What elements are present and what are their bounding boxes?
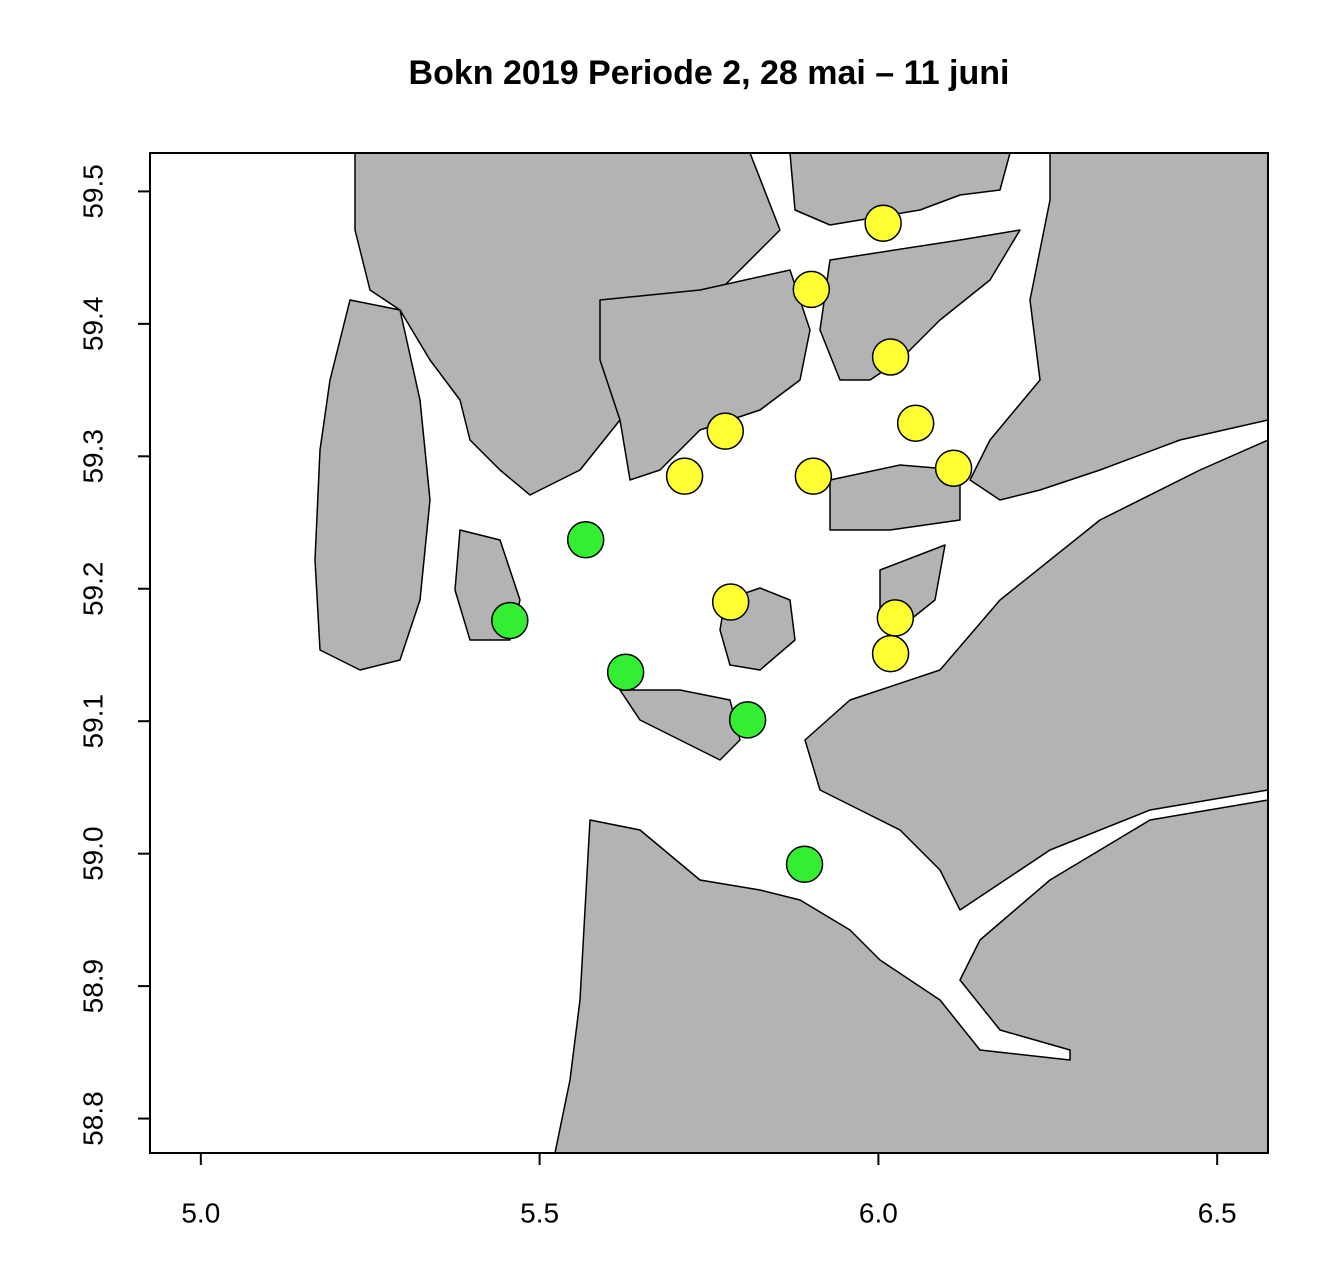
station-point [728,701,767,739]
station-point [871,338,910,376]
station-point [785,845,824,884]
station-point [864,204,902,242]
land [969,153,1268,501]
x-tick-label: 6.0 [859,1197,898,1228]
y-tick-label: 58.8 [77,1091,108,1146]
y-tick-label: 59.3 [77,429,108,484]
land [554,799,1268,1153]
station-point [876,599,915,637]
station-point [606,653,645,691]
land [789,153,1011,226]
x-tick-label: 5.0 [181,1197,220,1228]
plot-frame [149,152,1269,1154]
land [599,269,811,481]
x-tick-label: 5.5 [520,1197,559,1228]
land [804,439,1268,911]
land [619,689,741,761]
station-point [706,412,745,450]
chart-title: Bokn 2019 Periode 2, 28 mai – 11 juni [409,54,1010,92]
station-point [871,634,910,673]
land [829,464,961,531]
land [354,153,781,496]
station-point [566,521,605,559]
station-point [665,457,704,495]
land [314,299,431,671]
station-point [794,457,833,495]
land-layer [314,153,1268,1153]
y-tick-label: 59.1 [77,694,108,749]
y-tick-label: 59.4 [77,297,108,352]
station-point [792,270,831,309]
station-point [934,449,973,487]
y-tick-label: 58.9 [77,959,108,1014]
y-tick-label: 59.5 [77,164,108,219]
y-tick-label: 59.2 [77,562,108,617]
station-point [711,583,750,621]
y-tick-label: 59.0 [77,826,108,881]
land [819,229,1021,381]
x-tick-label: 6.5 [1198,1197,1237,1228]
station-point [896,404,935,442]
station-point [491,601,529,640]
